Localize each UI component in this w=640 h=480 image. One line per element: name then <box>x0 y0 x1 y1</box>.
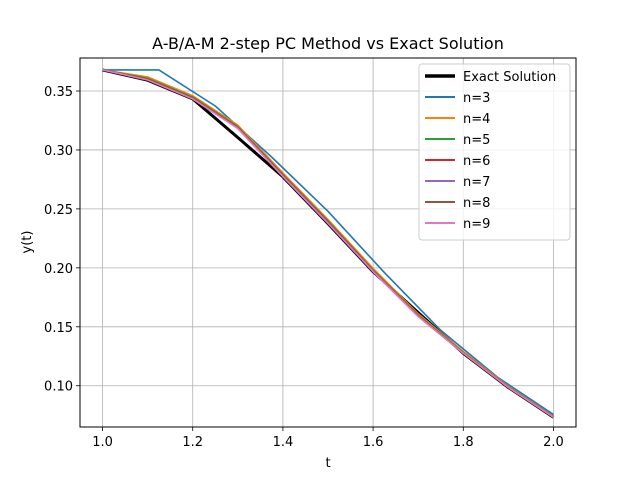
y-tick-label: 0.25 <box>44 203 73 218</box>
legend-label: n=5 <box>463 133 490 148</box>
y-tick-label: 0.35 <box>44 85 73 100</box>
series-layer <box>102 68 555 419</box>
legend-label: n=4 <box>463 112 490 127</box>
x-tick-label: 1.0 <box>92 435 113 450</box>
series-line-n-3 <box>102 69 554 416</box>
legend-box <box>418 63 571 241</box>
legend-label: n=7 <box>463 175 490 190</box>
x-axis: 1.0 1.2 1.4 1.6 1.8 2.0 <box>92 427 564 450</box>
series-line-n-9 <box>102 69 554 418</box>
legend-label: Exact Solution <box>463 70 556 85</box>
y-tick-label: 0.15 <box>44 321 73 336</box>
y-axis-title: y(t) <box>20 231 35 254</box>
x-tick-label: 2.0 <box>543 435 564 450</box>
plot-frame <box>79 57 577 428</box>
legend-label: n=3 <box>463 91 490 106</box>
x-tick-label: 1.6 <box>363 435 384 450</box>
y-tick-label: 0.10 <box>44 380 73 395</box>
legend-label: n=6 <box>463 154 490 169</box>
y-axis: 0.10 0.15 0.20 0.25 0.30 0.35 <box>44 85 80 395</box>
y-tick-label: 0.30 <box>44 144 73 159</box>
legend-label: n=9 <box>463 217 490 232</box>
x-axis-title: t <box>325 456 330 471</box>
x-tick-label: 1.4 <box>273 435 294 450</box>
legend: Exact Solution n=3 n=4 n=5 n=6 n=7 n=8 n=9 <box>418 63 571 241</box>
x-tick-label: 1.8 <box>453 435 474 450</box>
chart-title: A-B/A-M 2-step PC Method vs Exact Soluti… <box>152 34 504 53</box>
x-tick-label: 1.2 <box>182 435 203 450</box>
legend-label: n=8 <box>463 196 490 211</box>
y-tick-label: 0.20 <box>44 262 73 277</box>
